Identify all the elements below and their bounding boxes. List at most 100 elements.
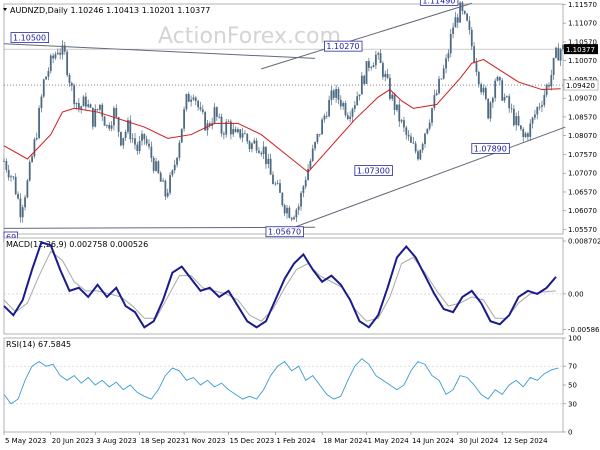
- price-annotation-box: [354, 165, 393, 176]
- candle-body: [225, 121, 228, 135]
- price-plot-frame: [3, 3, 564, 235]
- candle-body: [559, 49, 562, 61]
- candle-body: [552, 57, 555, 76]
- current-price-box: [564, 44, 598, 55]
- candle-body: [122, 137, 125, 146]
- candle-body: [236, 129, 239, 133]
- macd-tick-label: -0.005869: [568, 326, 600, 334]
- price-annotation-box: [265, 226, 304, 238]
- candle-body: [538, 106, 541, 108]
- candle-body: [262, 146, 265, 155]
- candle-body: [391, 94, 394, 99]
- candle-body: [162, 180, 164, 182]
- macd-tick-label: 0.008702: [568, 238, 600, 246]
- candles: [3, 1, 564, 223]
- candle-body: [433, 95, 436, 109]
- candle-body: [297, 206, 300, 210]
- candle-body: [253, 140, 256, 144]
- candle-body: [480, 84, 483, 93]
- candle-body: [49, 55, 52, 72]
- candle-body: [356, 96, 359, 106]
- candle-body: [522, 129, 525, 137]
- rsi-tick-label: 70: [568, 363, 577, 371]
- candle-body: [515, 116, 518, 126]
- candle-body: [213, 107, 216, 123]
- candle-body: [276, 183, 279, 185]
- candle-body: [543, 94, 546, 106]
- date-tick-label: 18 Mar 2024: [323, 437, 368, 445]
- candle-body: [113, 108, 115, 126]
- candle-body: [321, 119, 323, 135]
- candle-body: [3, 160, 5, 162]
- candle-body: [363, 75, 366, 84]
- price-tick-label: 1.10570: [568, 38, 597, 46]
- candle-body: [557, 47, 560, 61]
- candle-body: [398, 104, 401, 122]
- price-annotation-box: [419, 0, 459, 6]
- candle-body: [246, 133, 249, 142]
- price-annotation-label: 69: [6, 233, 16, 242]
- candle-body: [407, 134, 410, 137]
- candle-body: [54, 54, 57, 59]
- candle-body: [512, 108, 515, 126]
- candle-body: [424, 133, 426, 144]
- candle-body: [468, 20, 471, 30]
- candle-body: [438, 78, 440, 94]
- candle-body: [337, 88, 340, 100]
- base-support-line: [3, 226, 316, 229]
- channel-lower-line: [296, 126, 566, 227]
- rsi-tick-label: 30: [568, 400, 577, 408]
- macd-line: [3, 240, 557, 329]
- candle-body: [384, 73, 387, 78]
- candle-body: [503, 96, 506, 101]
- date-tick-label: 18 Sep 2023: [141, 437, 185, 445]
- candle-body: [290, 217, 293, 220]
- candle-body: [178, 142, 181, 158]
- candle-body: [244, 133, 246, 135]
- candle-body: [173, 164, 176, 171]
- candle-body: [494, 80, 497, 98]
- candle-body: [428, 122, 431, 129]
- rsi-tick-label: 50: [568, 382, 577, 390]
- candle-body: [501, 80, 504, 101]
- candle-body: [288, 207, 291, 218]
- candle-body: [283, 205, 286, 214]
- candle-body: [47, 71, 50, 77]
- candle-body: [311, 148, 314, 161]
- candle-body: [314, 141, 316, 149]
- collapse-arrow-icon: [3, 8, 7, 11]
- candle-body: [269, 158, 272, 175]
- candle-body: [410, 136, 412, 143]
- candle-body: [24, 197, 26, 208]
- candle-body: [265, 146, 267, 164]
- candle-body: [110, 125, 113, 129]
- price-tick-label: 1.05570: [568, 226, 597, 234]
- candle-body: [531, 117, 534, 124]
- candle-body: [293, 217, 295, 220]
- candle-body: [155, 161, 157, 171]
- candle-body: [555, 47, 557, 58]
- candle-body: [166, 192, 169, 197]
- price-annotation-box: [324, 40, 363, 52]
- price-annotation-label: 1.07890: [474, 144, 507, 153]
- date-tick-label: 14 Jun 2024: [412, 437, 455, 445]
- candle-body: [201, 109, 204, 113]
- candle-body: [251, 143, 253, 150]
- candle-body: [496, 76, 499, 81]
- candle-body: [309, 160, 312, 170]
- candle-body: [475, 62, 478, 72]
- candle-body: [505, 96, 508, 98]
- candle-body: [143, 133, 146, 140]
- candle-body: [241, 133, 244, 138]
- candle-body: [204, 112, 207, 131]
- candle-body: [477, 71, 480, 85]
- candle-body: [68, 75, 71, 84]
- candle-body: [470, 29, 473, 47]
- price-annotation-label: 1.10270: [326, 42, 359, 51]
- candle-body: [84, 96, 87, 107]
- candle-body: [66, 51, 69, 76]
- candle-body: [134, 138, 136, 145]
- candle-body: [19, 198, 22, 218]
- candle-body: [129, 120, 132, 140]
- candle-body: [548, 84, 550, 87]
